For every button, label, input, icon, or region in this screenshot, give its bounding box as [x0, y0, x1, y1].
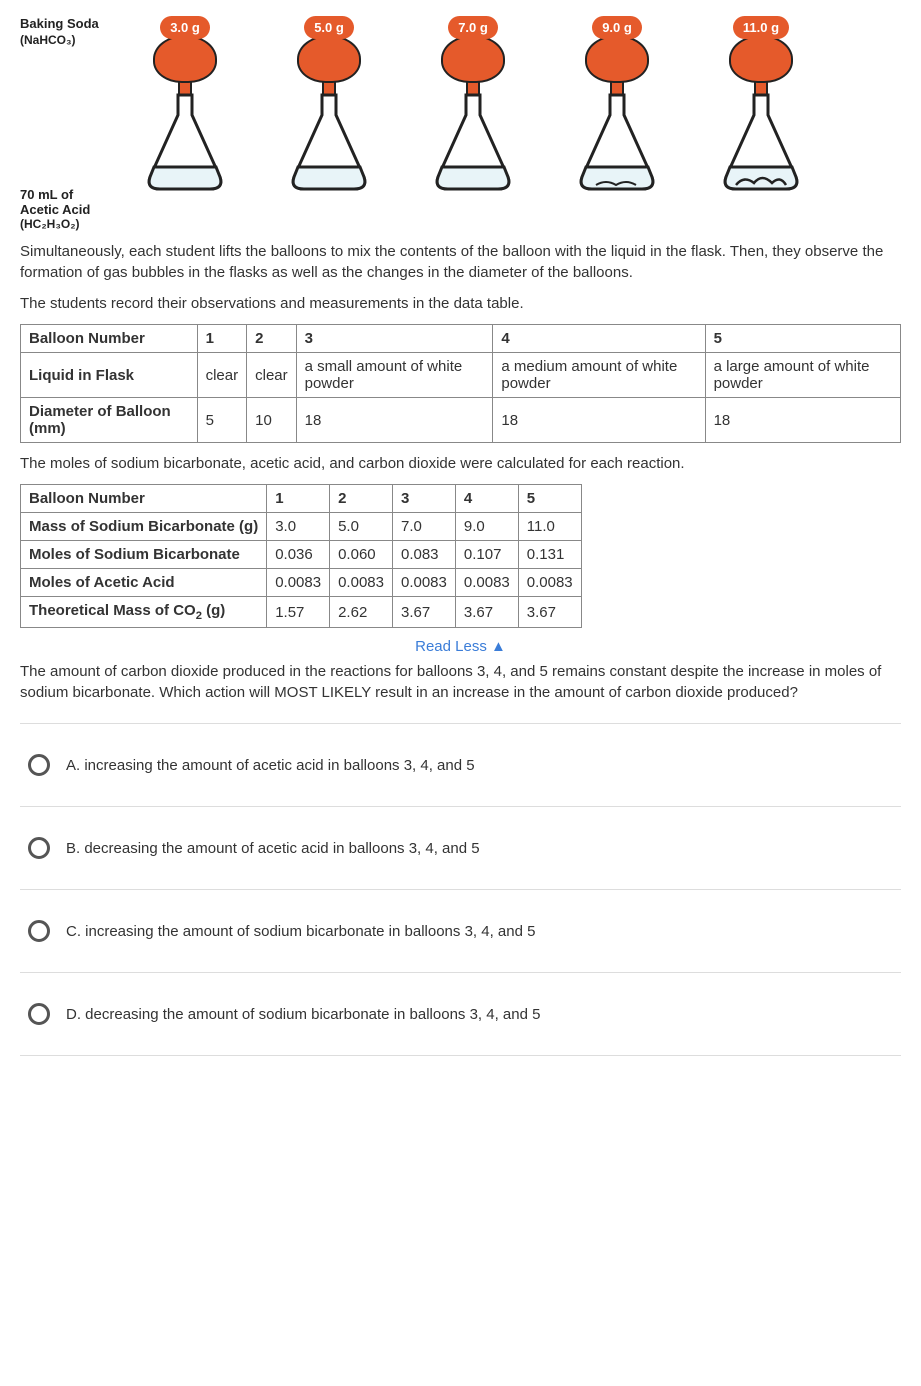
radio-icon[interactable]	[28, 754, 50, 776]
data-cell: 18	[705, 398, 900, 443]
balloon-icon	[441, 35, 505, 83]
calculations-table: Balloon Number12345 Mass of Sodium Bicarb…	[20, 484, 582, 628]
row-header-cell: Moles of Acetic Acid	[21, 569, 267, 597]
intro-paragraph-3: The moles of sodium bicarbonate, acetic …	[20, 453, 901, 474]
radio-icon[interactable]	[28, 1003, 50, 1025]
data-cell: 0.107	[455, 541, 518, 569]
balloon-icon	[585, 35, 649, 83]
acid-name-label: Acetic Acid	[20, 202, 130, 217]
mass-label: 11.0 g	[733, 16, 789, 39]
data-cell: 0.0083	[392, 569, 455, 597]
flask-unit: 11.0 g	[706, 16, 816, 193]
experiment-diagram: Baking Soda (NaHCO₃) 70 mL of Acetic Aci…	[20, 16, 901, 231]
row-header-cell: Liquid in Flask	[21, 353, 198, 398]
data-cell: 5	[197, 398, 247, 443]
option-d[interactable]: D. decreasing the amount of sodium bicar…	[20, 973, 901, 1055]
data-cell: 5	[705, 325, 900, 353]
data-cell: 3	[296, 325, 493, 353]
intro-paragraph-1: Simultaneously, each student lifts the b…	[20, 241, 901, 283]
flask-icon	[140, 93, 230, 193]
data-cell: 3.67	[455, 597, 518, 628]
balloon-icon	[729, 35, 793, 83]
balloon-icon	[153, 35, 217, 83]
data-cell: 0.036	[267, 541, 330, 569]
data-cell: 0.083	[392, 541, 455, 569]
mass-label: 9.0 g	[592, 16, 642, 39]
row-header-cell: Balloon Number	[21, 325, 198, 353]
data-cell: clear	[247, 353, 297, 398]
baking-soda-formula: (NaHCO₃)	[20, 33, 130, 47]
data-cell: 1.57	[267, 597, 330, 628]
option-a-label: A. increasing the amount of acetic acid …	[66, 757, 475, 774]
row-header-cell: Theoretical Mass of CO2 (g)	[21, 597, 267, 628]
mass-label: 3.0 g	[160, 16, 210, 39]
radio-icon[interactable]	[28, 837, 50, 859]
data-cell: 3.67	[392, 597, 455, 628]
flask-unit: 5.0 g	[274, 16, 384, 193]
option-d-label: D. decreasing the amount of sodium bicar…	[66, 1006, 540, 1023]
divider	[20, 1055, 901, 1056]
data-cell: 4	[493, 325, 705, 353]
observations-table: Balloon Number12345Liquid in Flaskclearc…	[20, 324, 901, 443]
row-header-cell: Balloon Number	[21, 485, 267, 513]
data-cell: 5	[518, 485, 581, 513]
data-cell: 10	[247, 398, 297, 443]
data-cell: 0.0083	[455, 569, 518, 597]
data-cell: 2	[330, 485, 393, 513]
flask-icon	[284, 93, 374, 193]
data-cell: 9.0	[455, 513, 518, 541]
data-cell: 1	[267, 485, 330, 513]
acid-formula-label: (HC₂H₃O₂)	[20, 217, 130, 231]
data-cell: 3.0	[267, 513, 330, 541]
left-labels: Baking Soda (NaHCO₃) 70 mL of Acetic Aci…	[20, 16, 130, 231]
data-cell: 2	[247, 325, 297, 353]
option-c[interactable]: C. increasing the amount of sodium bicar…	[20, 890, 901, 972]
question-text: The amount of carbon dioxide produced in…	[20, 661, 901, 703]
data-cell: a medium amount of white powder	[493, 353, 705, 398]
flask-icon	[572, 93, 662, 193]
data-cell: 4	[455, 485, 518, 513]
read-less-toggle[interactable]: Read Less ▲	[20, 638, 901, 655]
balloon-icon	[297, 35, 361, 83]
option-c-label: C. increasing the amount of sodium bicar…	[66, 923, 535, 940]
data-cell: 3.67	[518, 597, 581, 628]
data-cell: 0.0083	[330, 569, 393, 597]
row-header-cell: Diameter of Balloon (mm)	[21, 398, 198, 443]
data-cell: 0.0083	[518, 569, 581, 597]
data-cell: 5.0	[330, 513, 393, 541]
option-b-label: B. decreasing the amount of acetic acid …	[66, 840, 480, 857]
data-cell: clear	[197, 353, 247, 398]
data-cell: 18	[493, 398, 705, 443]
data-cell: 0.0083	[267, 569, 330, 597]
mass-label: 7.0 g	[448, 16, 498, 39]
option-b[interactable]: B. decreasing the amount of acetic acid …	[20, 807, 901, 889]
flask-unit: 3.0 g	[130, 16, 240, 193]
flasks-row: 3.0 g 5.0 g 7.0 g 9.0 g 11.0 g	[130, 16, 816, 193]
acid-volume-label: 70 mL of	[20, 187, 130, 202]
data-cell: 7.0	[392, 513, 455, 541]
data-cell: 18	[296, 398, 493, 443]
data-cell: 0.060	[330, 541, 393, 569]
flask-unit: 9.0 g	[562, 16, 672, 193]
data-cell: 0.131	[518, 541, 581, 569]
row-header-cell: Mass of Sodium Bicarbonate (g)	[21, 513, 267, 541]
option-a[interactable]: A. increasing the amount of acetic acid …	[20, 724, 901, 806]
radio-icon[interactable]	[28, 920, 50, 942]
data-cell: 11.0	[518, 513, 581, 541]
data-cell: 1	[197, 325, 247, 353]
flask-icon	[716, 93, 806, 193]
data-cell: 2.62	[330, 597, 393, 628]
intro-paragraph-2: The students record their observations a…	[20, 293, 901, 314]
data-cell: 3	[392, 485, 455, 513]
flask-icon	[428, 93, 518, 193]
data-cell: a small amount of white powder	[296, 353, 493, 398]
mass-label: 5.0 g	[304, 16, 354, 39]
baking-soda-label: Baking Soda	[20, 16, 130, 31]
data-cell: a large amount of white powder	[705, 353, 900, 398]
flask-unit: 7.0 g	[418, 16, 528, 193]
row-header-cell: Moles of Sodium Bicarbonate	[21, 541, 267, 569]
